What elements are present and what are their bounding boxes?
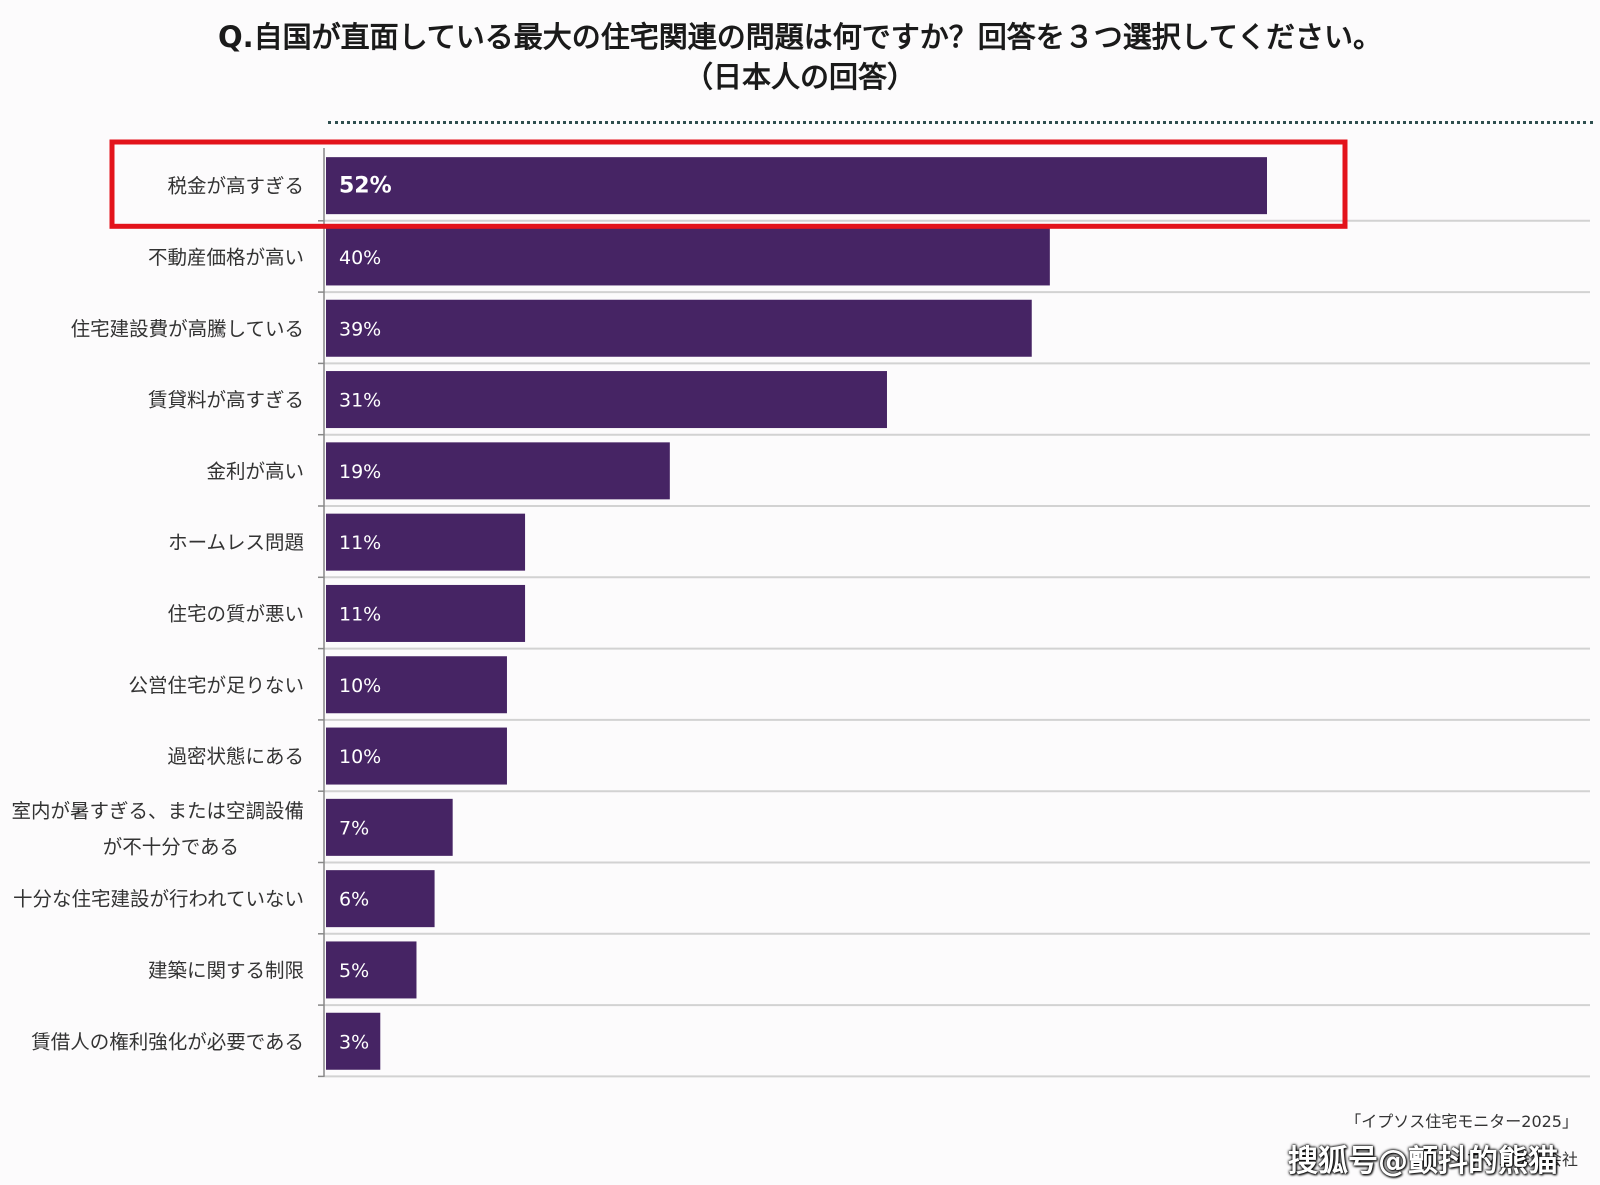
highlight-box <box>109 139 1348 229</box>
bar-value-label: 6% <box>339 889 369 911</box>
bar <box>326 228 1050 286</box>
bar <box>326 371 887 429</box>
bar <box>326 513 526 571</box>
category-label: 金利が高い <box>206 460 304 483</box>
bar-value-label: 39% <box>339 318 381 340</box>
bar-value-label: 11% <box>339 532 381 554</box>
bar-value-label: 7% <box>339 817 369 839</box>
bar-value-label: 10% <box>339 746 381 768</box>
bar <box>326 941 417 999</box>
bar <box>326 157 1267 215</box>
bar-value-label: 11% <box>339 603 381 625</box>
category-label: 税金が高すぎる <box>167 175 304 198</box>
category-label: 住宅建設費が高騰している <box>71 317 304 340</box>
category-label: 賃借人の権利強化が必要である <box>31 1030 304 1053</box>
category-label: 賃貸料が高すぎる <box>148 389 304 412</box>
chart-subtitle: （日本人の回答） <box>683 60 916 94</box>
category-label: 室内が暑すぎる、または空調設備 <box>11 799 304 822</box>
bar <box>326 870 435 928</box>
chart-title: Q.自国が直面している最大の住宅関連の問題は何ですか？回答を３つ選択してください… <box>217 20 1383 54</box>
company-note: イプソス株式会社 <box>1449 1150 1578 1169</box>
bar-value-label: 3% <box>339 1031 369 1053</box>
bar-value-label: 19% <box>339 461 381 483</box>
title-divider <box>328 121 1593 124</box>
bar <box>326 299 1032 357</box>
category-label: ホームレス問題 <box>168 531 304 554</box>
bar-value-label: 31% <box>339 390 381 412</box>
category-label: 公営住宅が足りない <box>128 674 304 697</box>
category-label: 過密状態にある <box>167 745 304 768</box>
bar-value-label: 40% <box>339 247 381 269</box>
category-label: 十分な住宅建設が行われていない <box>13 888 304 911</box>
bar-value-label: 5% <box>339 960 369 982</box>
bar-value-label: 10% <box>339 675 381 697</box>
bar <box>326 727 507 785</box>
watermark: 搜狐号@颤抖的熊猫 <box>1288 1144 1558 1179</box>
bar <box>326 442 670 500</box>
bar <box>326 656 507 714</box>
bar-value-label: 52% <box>339 174 392 199</box>
bar <box>326 584 526 642</box>
category-label: が不十分である <box>103 835 239 858</box>
category-label: 不動産価格が高い <box>148 246 304 269</box>
bar <box>326 1012 381 1070</box>
category-label: 建築に関する制限 <box>148 959 304 982</box>
category-label: 住宅の質が悪い <box>167 602 304 625</box>
source-note: 「イプソス住宅モニター2025」 <box>1345 1112 1578 1131</box>
bar <box>326 798 453 856</box>
